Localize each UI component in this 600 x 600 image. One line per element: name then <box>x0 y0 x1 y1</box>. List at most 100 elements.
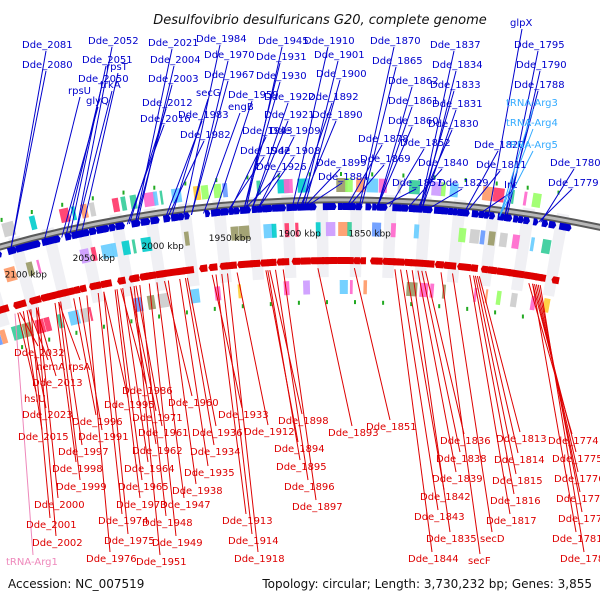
cog-feature-box <box>469 229 481 244</box>
accession-text: Accession: NC_007519 <box>8 577 144 591</box>
reverse-gene-arrow <box>79 284 87 293</box>
marker-dot <box>466 306 469 311</box>
gene-label-bottom: Dde_1898 <box>278 416 329 427</box>
gene-label-bottom: Dde_1913 <box>222 516 273 527</box>
forward-gene-arrow <box>372 203 378 211</box>
gene-label-top: engB <box>228 102 254 113</box>
tick-label: 2050 kbp <box>73 254 116 264</box>
reverse-gene-arrow <box>230 261 238 269</box>
reverse-gene-arrow <box>199 264 208 273</box>
gene-label-top: Dde_1942 <box>240 146 291 157</box>
label-connector-top <box>407 168 443 209</box>
marker-dot <box>158 314 161 319</box>
forward-gene-arrow <box>483 211 490 219</box>
label-connector-top <box>243 62 281 210</box>
reverse-gene-arrow <box>341 257 349 264</box>
gene-label-bottom: Dde_1777 <box>556 494 600 505</box>
gene-label-top: Dde_1945 <box>258 36 309 47</box>
forward-gene-arrow <box>356 203 363 211</box>
label-connector-top <box>295 102 333 207</box>
label-connector-top <box>419 50 455 209</box>
marker-dot <box>402 173 405 178</box>
forward-gene-arrow <box>396 204 403 212</box>
gene-label-bottom: Dde_1986 <box>122 386 173 397</box>
forward-gene-arrow <box>517 215 524 224</box>
cog-feature-box <box>487 231 496 246</box>
gene-label-bottom: Dde_1839 <box>432 474 483 485</box>
label-connector-bottom <box>440 272 481 555</box>
gene-label-bottom: Dde_1951 <box>136 557 187 568</box>
gene-label-top: Dde_1884 <box>318 172 369 183</box>
gene-label-top: Dde_2050 <box>78 74 129 85</box>
marker-dot <box>48 337 51 342</box>
marker-dot <box>526 185 529 190</box>
label-connector-top <box>251 102 289 210</box>
gene-label-bottom: secD <box>480 534 505 545</box>
cog-feature-box <box>479 230 486 245</box>
label-connector-top <box>417 129 453 209</box>
label-connector-bottom <box>135 285 163 427</box>
reverse-gene-arrow <box>480 265 489 274</box>
gene-label-bottom: Dde_1844 <box>408 554 459 565</box>
label-connector-bottom <box>86 295 111 553</box>
cog-feature-box <box>345 178 353 193</box>
marker-dot <box>340 172 342 176</box>
gene-label-top: Dde_2081 <box>22 40 73 51</box>
reverse-gene-arrow <box>396 258 405 266</box>
gene-label-bottom: Dde_1813 <box>496 434 547 445</box>
cog-feature-box <box>390 223 397 238</box>
gene-label-bottom: Dde_1960 <box>168 398 219 409</box>
gene-label-bottom: Dde_1815 <box>492 476 543 487</box>
forward-gene-arrow <box>497 213 506 221</box>
cog-feature-box <box>263 223 274 239</box>
gene-label-top: Dde_1984 <box>196 34 247 45</box>
forward-gene-arrow <box>223 208 230 216</box>
cog-feature-box <box>237 284 242 299</box>
reverse-gene-arrow <box>164 269 172 277</box>
gene-label-top: Dde_1983 <box>178 110 229 121</box>
gene-label-top: Dde_1780 <box>550 158 600 169</box>
gene-label-top: Dde_1831 <box>432 99 483 110</box>
cog-feature-box <box>230 226 240 241</box>
reverse-gene-arrow <box>443 261 451 270</box>
label-connector-top <box>499 128 534 217</box>
reverse-gene-arrow <box>457 263 465 271</box>
gene-label-top: Dde_2016 <box>140 114 191 125</box>
forward-gene-arrow <box>337 203 345 210</box>
gene-label-top: Dde_1892 <box>308 92 359 103</box>
reverse-gene-arrow <box>158 269 167 278</box>
gene-label-top: rpsU <box>68 86 91 97</box>
label-connector-bottom <box>275 269 309 481</box>
marker-dot <box>30 210 33 214</box>
cog-feature-box <box>3 266 18 283</box>
gene-label-bottom: Dde_1971 <box>132 413 183 424</box>
gene-label-bottom: Dde_1997 <box>58 447 109 458</box>
forward-gene-arrow <box>108 223 116 232</box>
cog-feature-box <box>498 232 508 248</box>
gene-label-bottom: Dde_2015 <box>18 432 69 443</box>
gene-label-bottom: Dde_1814 <box>494 455 545 466</box>
feature-box-layer <box>0 172 560 350</box>
forward-gene-arrow <box>251 205 259 214</box>
reverse-gene-arrow <box>280 258 290 266</box>
tick-label: 1850 kbp <box>348 229 391 239</box>
tick-label: 1950 kbp <box>209 234 252 244</box>
cog-feature-box <box>510 189 515 204</box>
forward-gene-arrow <box>426 206 433 214</box>
gene-label-top: glpX <box>510 18 532 29</box>
label-connector-top <box>81 72 119 234</box>
genome-summary-text: Topology: circular; Length: 3,730,232 bp… <box>261 577 592 591</box>
reverse-gene-arrow <box>511 269 520 278</box>
forward-gene-arrow <box>286 203 294 212</box>
reverse-gene-arrow <box>523 271 532 280</box>
marker-dot <box>215 178 218 183</box>
forward-gene-arrow <box>0 251 2 258</box>
reverse-gene-arrow <box>61 288 70 297</box>
forward-gene-arrow <box>102 224 110 233</box>
label-connector-bottom <box>221 273 253 535</box>
cog-feature-box <box>90 246 98 262</box>
reverse-gene-arrow <box>1 304 10 313</box>
forward-gene-arrow <box>447 207 455 216</box>
cog-feature-box <box>449 182 459 198</box>
gene-label-bottom: Dde_1947 <box>160 500 211 511</box>
